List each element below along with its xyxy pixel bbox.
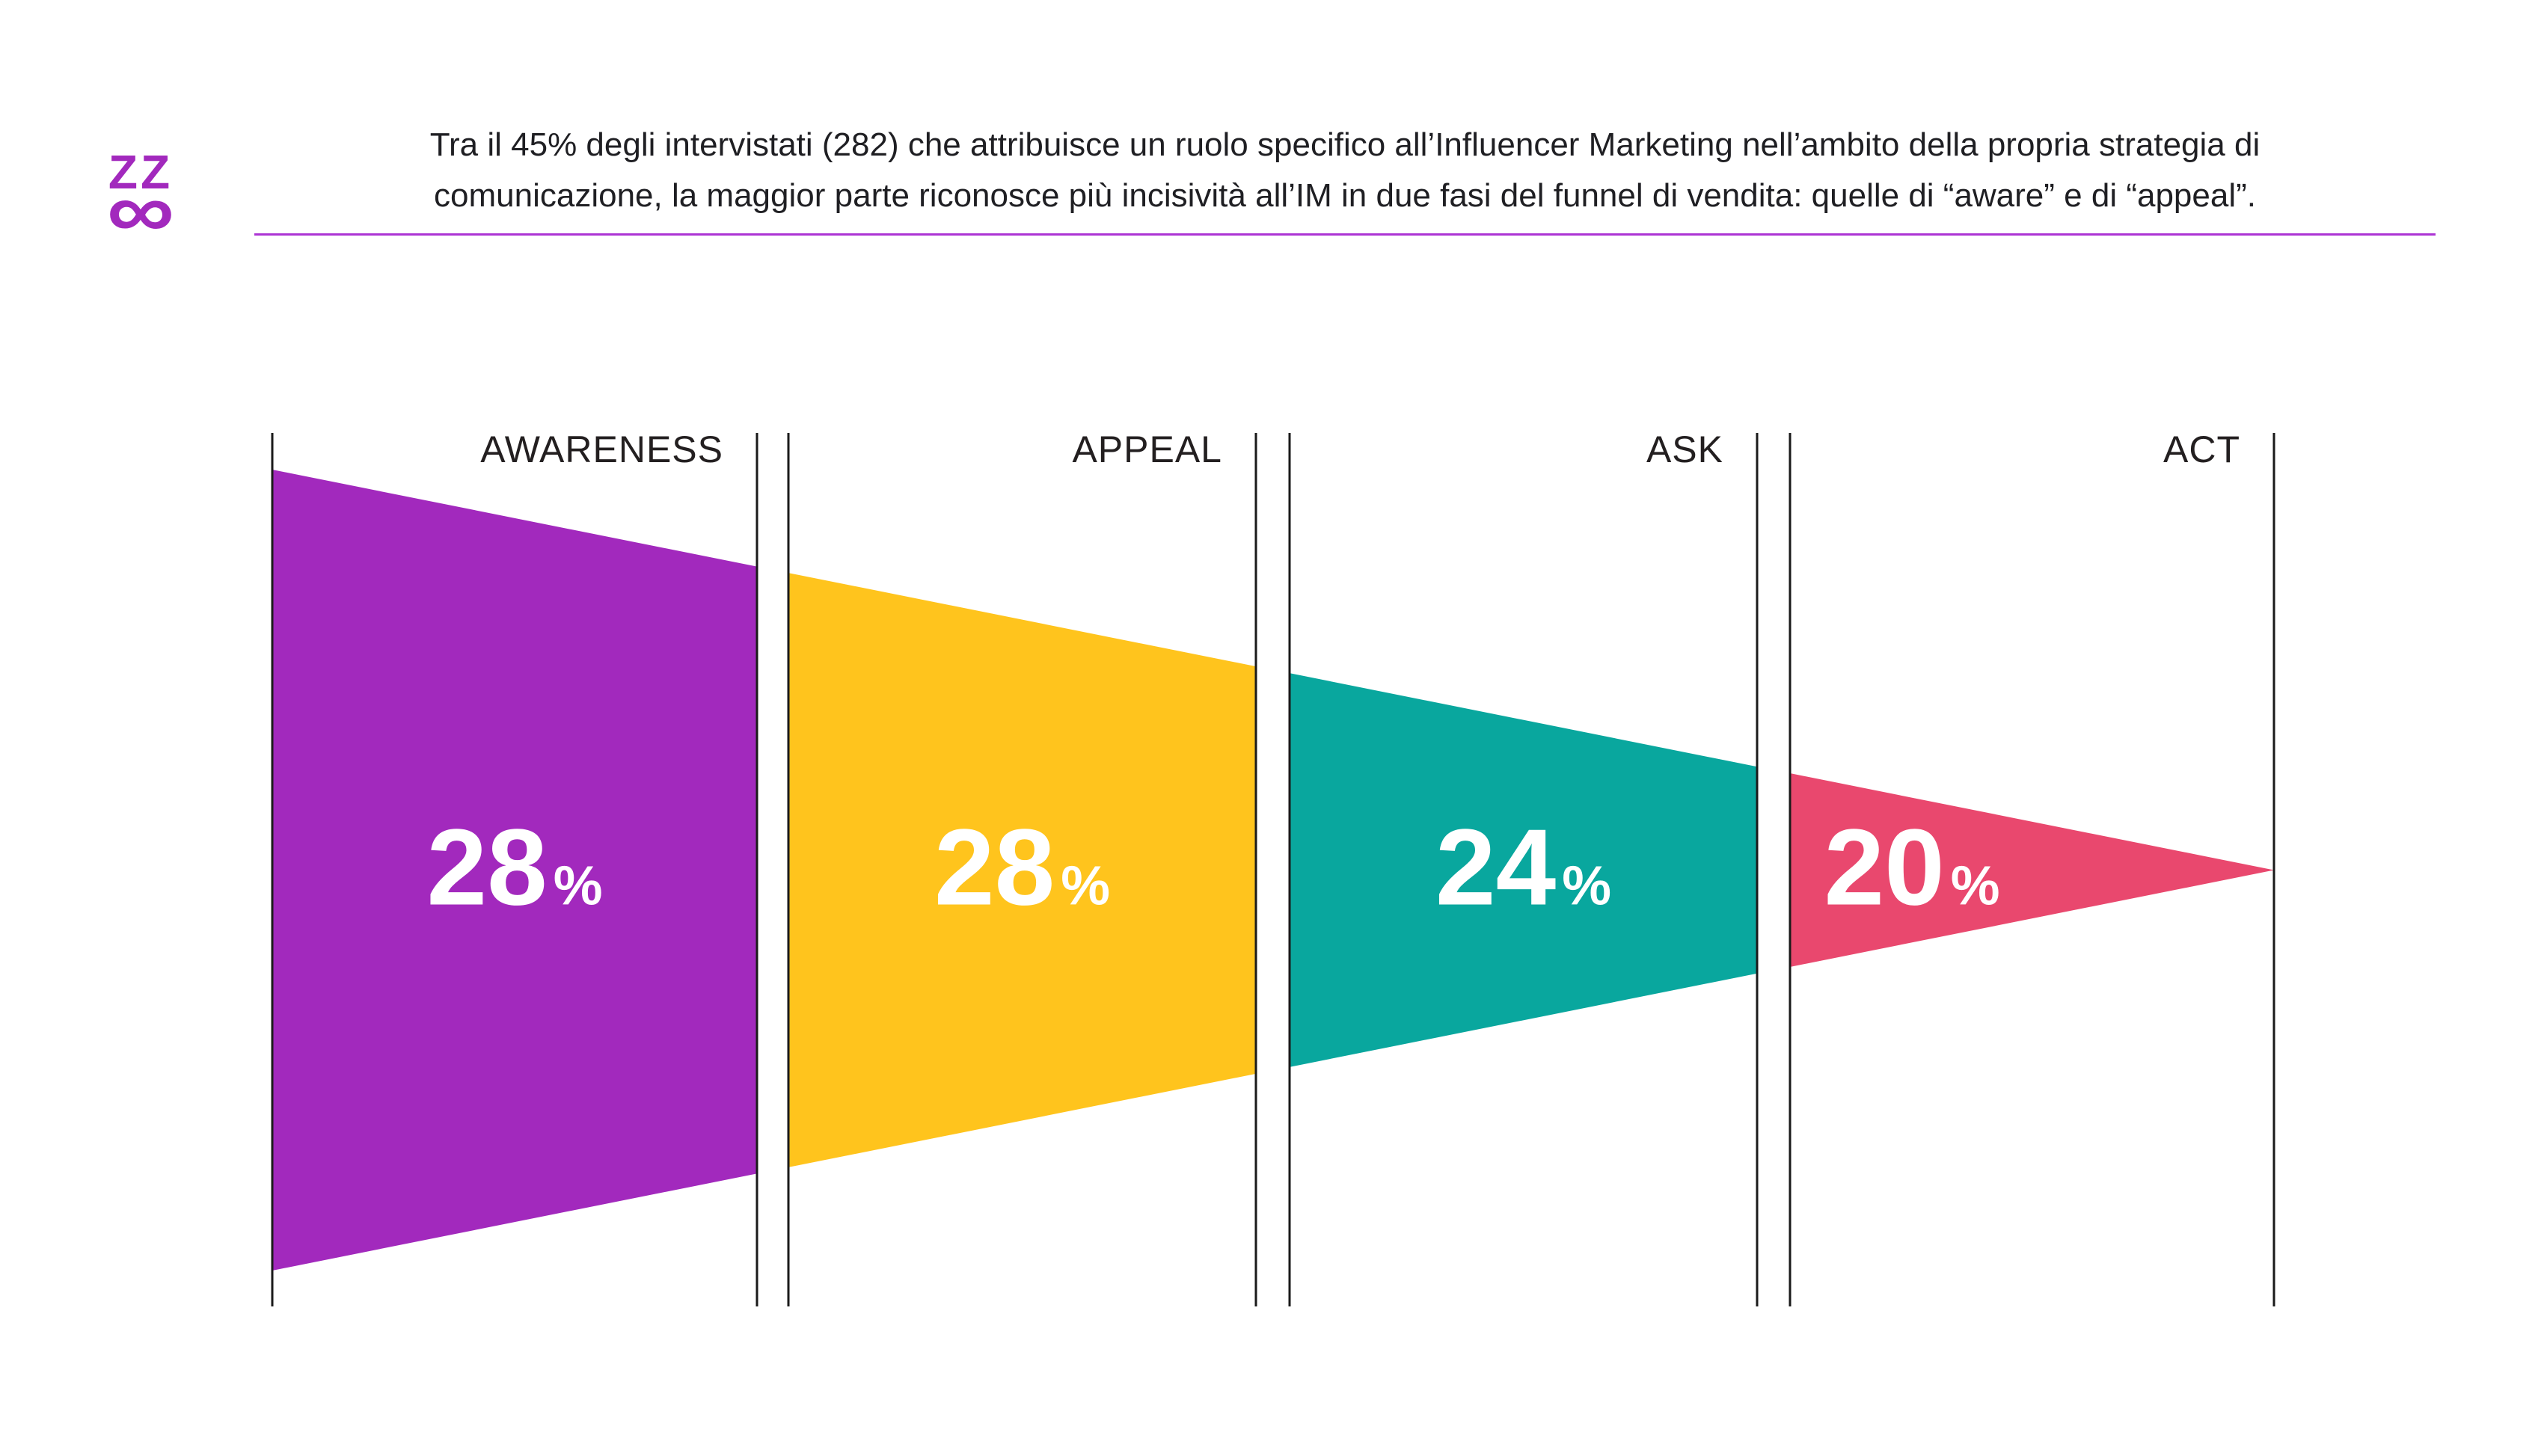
percent-sign: % bbox=[553, 854, 603, 917]
stage-value-act: 20% bbox=[1824, 813, 2000, 922]
header-text-line-2: comunicazione, la maggior parte riconosc… bbox=[434, 177, 2256, 214]
slide-header: Tra il 45% degli intervistati (282) che … bbox=[254, 120, 2436, 221]
funnel-segment-ask bbox=[1290, 673, 1757, 1067]
stage-value-appeal: 28% bbox=[934, 813, 1111, 922]
stage-label-appeal: APPEAL bbox=[1072, 428, 1222, 470]
percent-sign: % bbox=[1562, 854, 1612, 917]
funnel-segment-act bbox=[1790, 773, 2274, 967]
percent-sign: % bbox=[1061, 854, 1111, 917]
stage-value-awareness: 28% bbox=[426, 813, 603, 922]
header-underline bbox=[254, 233, 2436, 236]
stage-value-number: 28 bbox=[426, 806, 548, 928]
logo-letters: ZZ bbox=[108, 145, 174, 199]
stage-value-ask: 24% bbox=[1435, 813, 1612, 922]
header-text-line-1: Tra il 45% degli intervistati (282) che … bbox=[429, 126, 2261, 163]
stage-label-awareness: AWARENESS bbox=[480, 428, 723, 470]
stage-value-number: 24 bbox=[1435, 806, 1557, 928]
funnel-segment-awareness bbox=[272, 470, 757, 1271]
stage-label-ask: ASK bbox=[1646, 428, 1723, 470]
funnel-segment-appeal bbox=[788, 573, 1256, 1167]
stage-value-number: 28 bbox=[934, 806, 1055, 928]
stage-value-number: 20 bbox=[1824, 806, 1945, 928]
percent-sign: % bbox=[1950, 854, 2000, 917]
stage-label-act: ACT bbox=[2163, 428, 2240, 470]
